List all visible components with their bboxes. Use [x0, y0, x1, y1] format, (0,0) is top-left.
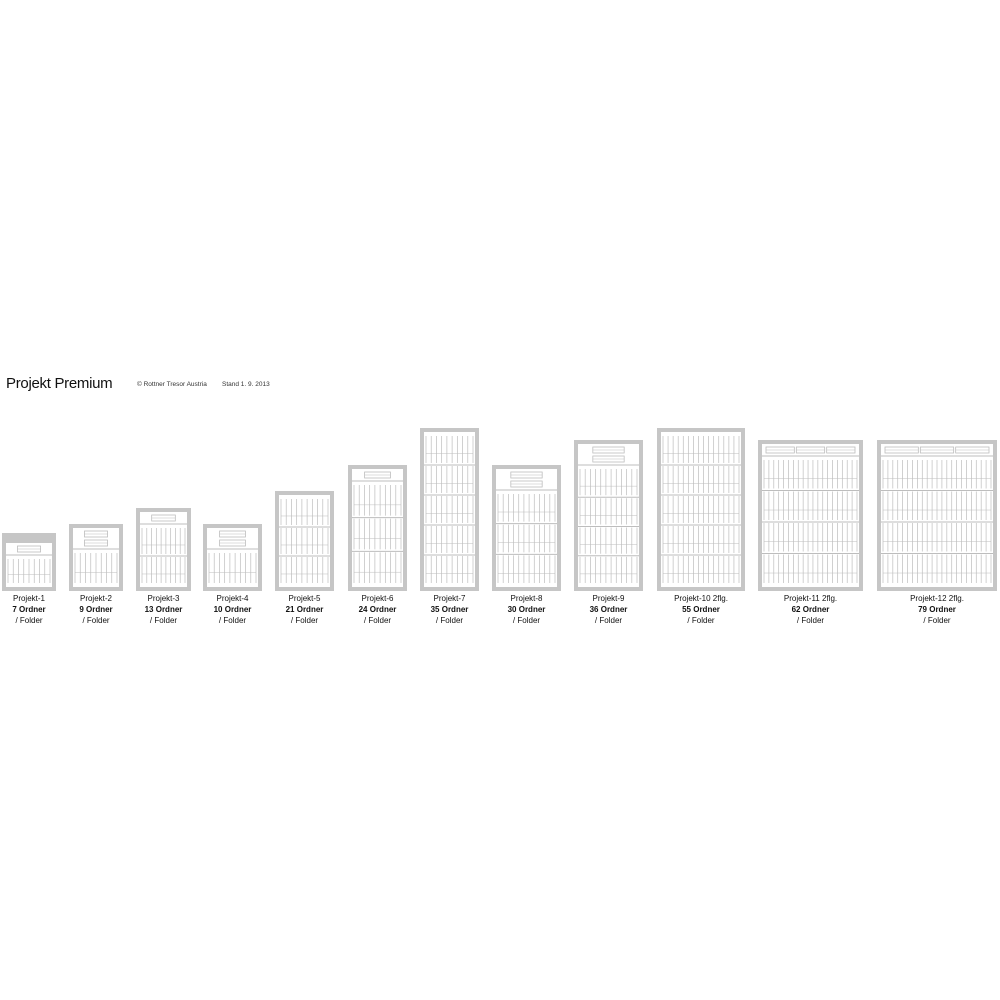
- drawer: [84, 530, 108, 538]
- folder-count: 30 Ordner: [507, 605, 546, 614]
- folder-unit: / Folder: [796, 616, 825, 625]
- drawer: [219, 530, 246, 538]
- folder-unit: / Folder: [687, 616, 715, 625]
- safe-name: Projekt-1: [12, 594, 45, 603]
- safe-2: [69, 524, 123, 591]
- safe-suffix: 2flg.: [948, 594, 964, 603]
- safe-drawing: [275, 491, 334, 591]
- safe-label: Projekt-10 2flg. 55 Ordner / Folder: [674, 593, 728, 626]
- safe-label: Projekt-8 30 Ordner / Folder: [508, 593, 546, 626]
- safe-label: Projekt-6 24 Ordner / Folder: [359, 593, 397, 626]
- safe-7: [420, 428, 479, 591]
- safe-4: [203, 524, 262, 591]
- safe-label: Projekt-5 21 Ordner / Folder: [286, 593, 324, 626]
- folder-count: 9 Ordner: [79, 605, 113, 614]
- drawer: [919, 446, 955, 454]
- safe-name: Projekt-8: [510, 594, 543, 603]
- folder-unit: / Folder: [923, 616, 951, 625]
- folder-count: 62 Ordner: [791, 605, 830, 614]
- folder-unit: / Folder: [512, 616, 541, 625]
- safe-interior: [352, 469, 403, 587]
- safe-name: Projekt-2: [79, 594, 112, 603]
- safe-12: [877, 440, 997, 591]
- safe-drawing: [136, 508, 191, 591]
- safe-interior: [762, 444, 859, 587]
- folder-unit: / Folder: [594, 616, 623, 625]
- folder-count: 35 Ordner: [430, 605, 469, 614]
- safe-label: Projekt-3 13 Ordner / Folder: [145, 593, 183, 626]
- safe-label: Projekt-9 36 Ordner / Folder: [590, 593, 628, 626]
- safe-label: Projekt-4 10 Ordner / Folder: [214, 593, 252, 626]
- safe-drawing: [758, 440, 863, 591]
- safe-label: Projekt-2 9 Ordner / Folder: [79, 593, 112, 626]
- safe-drawing: [348, 465, 407, 591]
- safe-9: [574, 440, 643, 591]
- safe-name: Projekt-6: [361, 594, 394, 603]
- safe-name: Projekt-12: [910, 594, 947, 603]
- folder-count: 7 Ordner: [12, 605, 46, 614]
- safe-label: Projekt-11 2flg. 62 Ordner / Folder: [784, 593, 837, 626]
- safe-8: [492, 465, 561, 591]
- page-title: Projekt Premium: [6, 375, 113, 392]
- folder-count: 10 Ordner: [213, 605, 252, 614]
- safe-3: [136, 508, 191, 591]
- folder-count: 13 Ordner: [144, 605, 183, 614]
- safe-drawing: [2, 533, 56, 591]
- safe-name: Projekt-4: [216, 594, 249, 603]
- safe-5: [275, 491, 334, 591]
- folder-unit: / Folder: [363, 616, 392, 625]
- safe-name: Projekt-10: [674, 594, 711, 603]
- safe-drawing: [492, 465, 561, 591]
- folder-unit: / Folder: [15, 616, 43, 625]
- folder-unit: / Folder: [218, 616, 247, 625]
- safe-drawing: [420, 428, 479, 591]
- safe-drawing: [877, 440, 997, 591]
- safe-name: Projekt-3: [147, 594, 180, 603]
- safe-interior: [661, 432, 741, 587]
- folder-count: 24 Ordner: [358, 605, 397, 614]
- safe-label: Projekt-1 7 Ordner / Folder: [12, 593, 45, 626]
- safe-interior: [207, 528, 258, 587]
- drawer: [795, 446, 826, 454]
- safe-name: Projekt-11: [783, 594, 820, 603]
- folder-unit: / Folder: [82, 616, 110, 625]
- safe-drawing: [69, 524, 123, 591]
- folder-count: 21 Ordner: [285, 605, 324, 614]
- safe-interior: [496, 469, 557, 587]
- safe-name: Projekt-9: [592, 594, 625, 603]
- folder-count: 36 Ordner: [589, 605, 628, 614]
- folder-unit: / Folder: [149, 616, 178, 625]
- folder-unit: / Folder: [435, 616, 464, 625]
- safe-11: [758, 440, 863, 591]
- safe-drawing: [574, 440, 643, 591]
- safe-interior: [424, 432, 475, 587]
- safe-name: Projekt-7: [433, 594, 466, 603]
- safe-suffix: 2flg.: [821, 594, 838, 603]
- safe-interior: [279, 495, 330, 587]
- date-note: Stand 1. 9. 2013: [222, 381, 270, 388]
- safe-suffix: 2flg.: [712, 594, 728, 603]
- safe-1: [2, 533, 56, 591]
- safe-label: Projekt-7 35 Ordner / Folder: [431, 593, 469, 626]
- folder-count: 79 Ordner: [918, 605, 956, 614]
- safe-10: [657, 428, 745, 591]
- copyright-note: © Rottner Tresor Austria: [137, 381, 207, 388]
- safe-6: [348, 465, 407, 591]
- safe-drawing: [203, 524, 262, 591]
- drawer: [84, 539, 108, 547]
- safe-name: Projekt-5: [288, 594, 321, 603]
- safe-label: Projekt-12 2flg. 79 Ordner / Folder: [910, 593, 964, 626]
- folder-unit: / Folder: [290, 616, 319, 625]
- folder-count: 55 Ordner: [682, 605, 720, 614]
- drawer: [219, 539, 246, 547]
- safe-drawing: [657, 428, 745, 591]
